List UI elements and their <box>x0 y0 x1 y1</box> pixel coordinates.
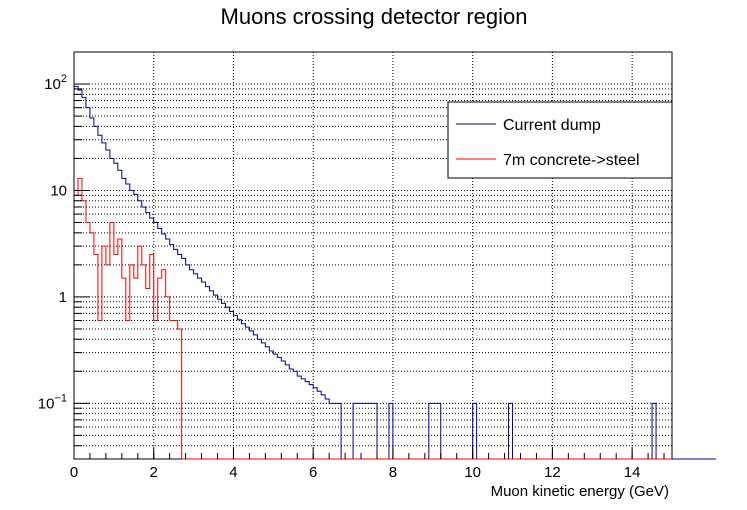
x-tick-label: 4 <box>229 464 237 481</box>
y-tick-label: 10 <box>50 182 67 199</box>
x-axis-title: Muon kinetic energy (GeV) <box>491 483 669 500</box>
x-tick-label: 2 <box>150 464 158 481</box>
x-tick-label: 12 <box>544 464 561 481</box>
x-tick-label: 8 <box>389 464 397 481</box>
legend-label-current-dump: Current dump <box>503 117 601 134</box>
axes: 0 2 4 6 8 10 12 14 10−1 1 10 102 <box>38 51 665 481</box>
y-tick-label: 102 <box>44 73 67 93</box>
x-tick-label: 6 <box>309 464 317 481</box>
chart-title: Muons crossing detector region <box>221 4 528 29</box>
legend-box <box>447 101 673 179</box>
series-concrete-steel <box>74 177 672 460</box>
x-tick-label: 10 <box>464 464 481 481</box>
series-layer <box>74 85 716 460</box>
y-tick-label: 10−1 <box>38 392 67 412</box>
y-tick-label: 1 <box>59 289 67 306</box>
x-tick-label: 14 <box>624 464 641 481</box>
legend-label-concrete-steel: 7m concrete->steel <box>503 152 640 169</box>
legend: Current dump 7m concrete->steel <box>447 101 673 179</box>
x-tick-label: 0 <box>70 464 78 481</box>
